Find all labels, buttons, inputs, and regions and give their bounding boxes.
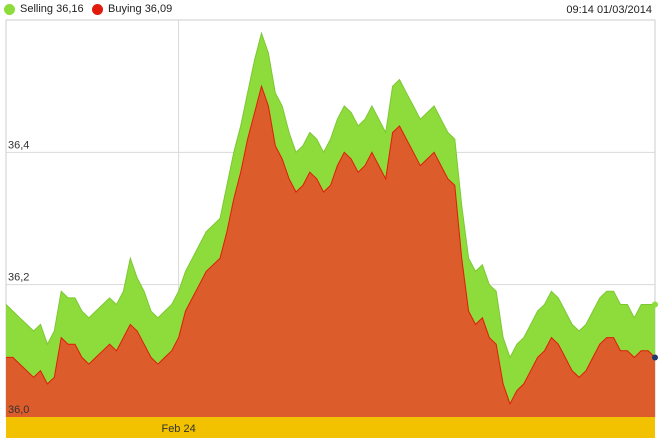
legend-selling[interactable]: Selling 36,16 — [4, 3, 84, 15]
series-buying-line — [6, 84, 656, 406]
series-buying-last-point — [652, 354, 658, 361]
timestamp: 09:14 01/03/2014 — [566, 4, 652, 16]
buying-dot-icon — [92, 3, 103, 15]
series-selling-last-point — [652, 301, 658, 308]
x-tick-label: Feb 24 — [161, 423, 195, 435]
legend-buying[interactable]: Buying 36,09 — [92, 3, 172, 15]
legend-bar: Selling 36,16 Buying 36,09 09:14 01/03/2… — [0, 0, 660, 20]
series-selling-line — [5, 31, 655, 359]
y-tick-label: 36,2 — [8, 272, 29, 284]
series-buying-area — [6, 86, 655, 417]
y-tick-label: 36,0 — [8, 404, 29, 416]
legend-buying-label: Buying 36,09 — [108, 3, 173, 15]
legend-selling-label: Selling 36,16 — [20, 3, 84, 15]
x-axis-band — [6, 417, 655, 438]
selling-dot-icon — [4, 3, 15, 15]
y-tick-label: 36,4 — [8, 139, 29, 151]
